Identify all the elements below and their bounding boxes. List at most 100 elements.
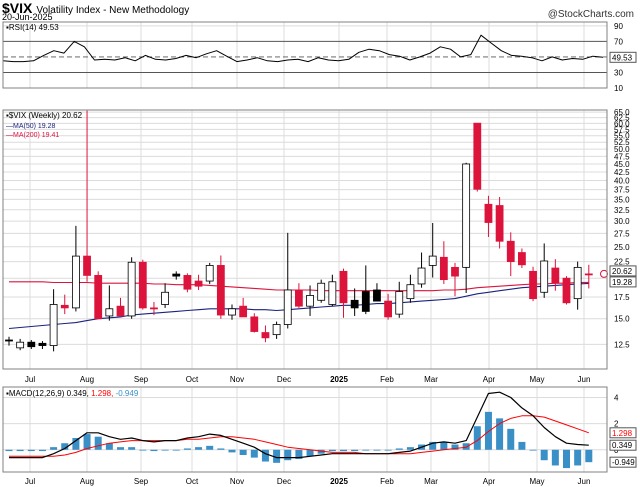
macd-histogram-bar-33 <box>373 449 381 451</box>
candle-body-35 <box>395 291 404 315</box>
price-tick-label-16: 52.5 <box>614 138 630 147</box>
candle-body-50 <box>562 277 571 304</box>
candle-body-18 <box>205 265 214 282</box>
macd-histogram-bar-17 <box>195 447 203 450</box>
candle-body-10 <box>116 305 125 317</box>
candle-body-37 <box>417 267 426 285</box>
candle-body-27 <box>306 295 314 307</box>
price-tick-label-17: 55.0 <box>614 132 630 141</box>
ma200-legend: —MA(200) 19.41 <box>6 132 59 139</box>
candle-body-34 <box>384 300 393 318</box>
candle-body-6 <box>72 255 80 309</box>
macd-histogram-bar-30 <box>340 449 347 452</box>
macd-histogram-bar-2 <box>27 449 35 452</box>
macd-histogram-bar-26 <box>295 449 303 459</box>
macd-histogram-bar-51 <box>574 449 582 466</box>
macd-legend-signal: 1.298, <box>91 389 115 398</box>
macd-histogram-bar-6 <box>72 438 80 450</box>
price-last-value-label: 20.62 <box>612 267 633 276</box>
macd-x-label-4: Nov <box>230 477 244 486</box>
macd-histogram-bar-39 <box>440 441 448 450</box>
macd-histogram-bar-38 <box>429 441 437 450</box>
macd-legend: ▪MACD(12,26,9) 0.349, 1.298, -0.949 <box>6 389 139 398</box>
price-tick-label-15: 50.0 <box>614 145 630 154</box>
macd-histogram-bar-21 <box>239 449 247 455</box>
macd-histogram-bar-34 <box>384 449 392 451</box>
candle-body-47 <box>529 270 537 300</box>
candle-body-43 <box>484 203 493 223</box>
rsi-frame <box>2 21 608 89</box>
price-tick-label-1: 15.0 <box>614 315 630 324</box>
macd-histogram-bar-0 <box>5 449 13 452</box>
candle-body-4 <box>49 304 58 346</box>
macd-histogram-bar-49 <box>551 449 559 466</box>
price-legend: ▪$VIX (Weekly) 20.62 <box>6 111 83 120</box>
ma50-last-value-label: 19.28 <box>612 278 633 287</box>
macd-legend-histogram: -0.949 <box>116 389 139 398</box>
candle-body-42 <box>473 122 482 190</box>
price-x-label-11: Jun <box>578 375 591 384</box>
candle-body-36 <box>406 284 415 300</box>
candle-body-7 <box>83 255 91 276</box>
histogram-last-value-label: -0.949 <box>612 458 635 467</box>
price-tick-label-14: 47.5 <box>614 152 630 161</box>
price-tick-label-20: 62.5 <box>614 114 630 123</box>
candle-body-5 <box>60 304 69 309</box>
macd-histogram-bar-42 <box>473 426 481 450</box>
candle-body-28 <box>317 282 326 301</box>
macd-histogram-bar-52 <box>585 449 593 463</box>
copyright-label: @StockCharts.com <box>547 9 634 20</box>
candle-body-8 <box>94 275 103 320</box>
candle-body-33 <box>373 289 381 302</box>
candle-body-32 <box>361 291 370 312</box>
macd-histogram-bar-31 <box>351 449 359 452</box>
price-x-label-7: Feb <box>380 375 394 384</box>
candle-body-15 <box>172 273 181 277</box>
macd-histogram-bar-47 <box>529 449 537 451</box>
candle-body-49 <box>551 267 560 284</box>
candle-body-23 <box>261 332 270 339</box>
price-tick-label-7: 30.0 <box>614 217 630 226</box>
macd-histogram-bar-27 <box>306 449 314 457</box>
macd-histogram-bar-40 <box>451 444 459 450</box>
macd-histogram-bar-35 <box>395 448 403 450</box>
candle-body-31 <box>350 299 359 309</box>
candle-body-1 <box>16 341 25 349</box>
histogram-last-value-label-bg <box>609 456 637 468</box>
candle-body-40 <box>451 266 459 277</box>
macd-histogram-bar-46 <box>518 441 526 450</box>
macd-signal-line <box>9 415 589 457</box>
macd-histogram-bar-44 <box>496 418 504 450</box>
macd-histogram-bar-50 <box>563 449 570 469</box>
price-tick-label-11: 40.0 <box>614 177 630 186</box>
candle-body-12 <box>138 261 147 309</box>
candle-body-17 <box>194 280 203 287</box>
ma50-line <box>8 282 589 330</box>
rsi-line <box>2 34 604 63</box>
macd-histogram-bar-18 <box>206 445 214 450</box>
candle-body-2 <box>27 341 36 348</box>
price-tick-label-9: 35.0 <box>614 195 630 204</box>
chart-date: 20-Jun-2025 <box>2 12 53 22</box>
candle-body-30 <box>339 270 348 304</box>
symbol-description: Volatility Index - New Methodology <box>36 5 190 16</box>
macd-histogram-bar-28 <box>317 449 325 454</box>
candle-body-21 <box>239 305 248 318</box>
macd-histogram-bar-5 <box>61 443 69 450</box>
macd-x-label-11: Jun <box>578 477 591 486</box>
candle-body-22 <box>250 316 259 332</box>
macd-frame <box>2 386 608 473</box>
macd-histogram-bar-19 <box>217 448 225 450</box>
candle-body-9 <box>105 308 114 317</box>
macd-x-label-7: Feb <box>380 477 394 486</box>
macd-x-label-6: 2025 <box>330 477 348 486</box>
macd-histogram-bar-13 <box>150 449 158 452</box>
signal-last-value-label: 1.298 <box>612 429 633 438</box>
price-x-label-3: Oct <box>186 375 199 384</box>
price-last-value-label-bg <box>609 265 637 277</box>
symbol-title: $VIX <box>2 0 33 16</box>
candle-body-44 <box>495 205 504 242</box>
macd-histogram-bar-10 <box>117 447 124 450</box>
macd-x-label-3: Oct <box>186 477 199 486</box>
